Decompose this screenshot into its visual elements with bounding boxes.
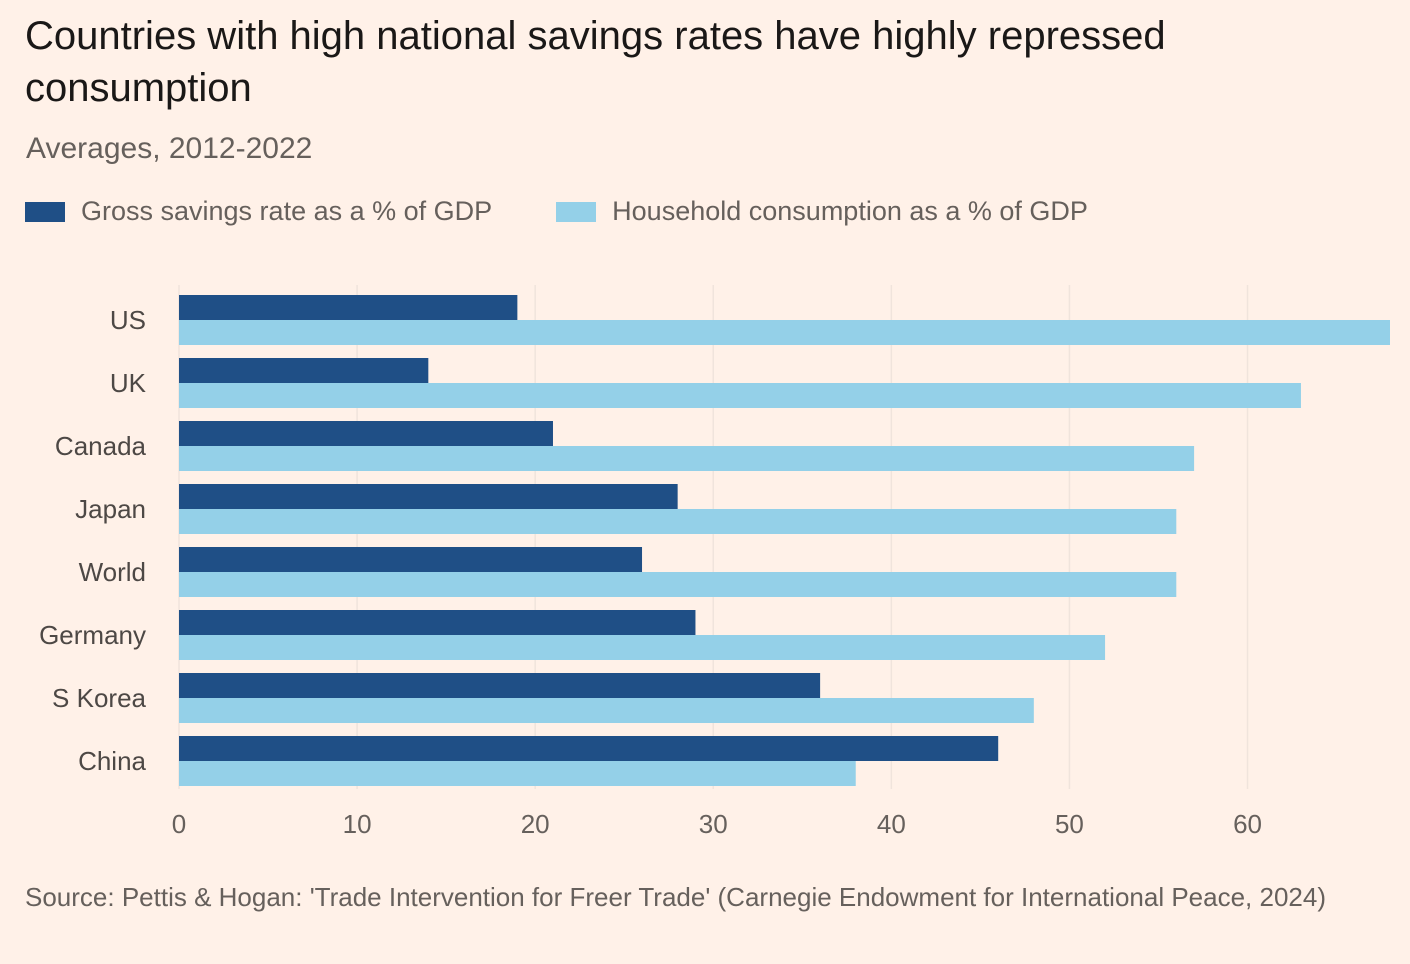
x-tick-labels: 0 10 20 30 40 50 60 — [172, 809, 1262, 839]
category-label: Germany — [39, 620, 146, 650]
category-label: Japan — [75, 494, 146, 524]
chart-title: Countries with high national savings rat… — [25, 14, 1166, 110]
bar-consumption-world — [179, 572, 1177, 597]
bar-savings-world — [179, 547, 643, 572]
category-label: Canada — [55, 431, 147, 461]
category-label: US — [110, 305, 146, 335]
x-tick-label: 10 — [343, 809, 372, 839]
x-tick-label: 0 — [172, 809, 186, 839]
legend-item-consumption: Household consumption as a % of GDP — [556, 196, 1088, 227]
bar-savings-japan — [179, 484, 678, 509]
x-tick-label: 30 — [699, 809, 728, 839]
legend-swatch-consumption — [556, 201, 597, 222]
legend-label-consumption: Household consumption as a % of GDP — [612, 196, 1088, 226]
bar-savings-germany — [179, 610, 696, 635]
bar-savings-uk — [179, 358, 429, 383]
bar-consumption-china — [179, 761, 856, 786]
category-label: UK — [110, 368, 147, 398]
x-tick-label: 20 — [521, 809, 550, 839]
x-tick-label: 40 — [877, 809, 906, 839]
category-labels: US UK Canada Japan World Germany S Korea China — [39, 305, 147, 776]
bar-consumption-japan — [179, 509, 1177, 534]
legend-swatch-savings — [25, 201, 65, 222]
legend-label-savings: Gross savings rate as a % of GDP — [81, 196, 493, 226]
category-label: China — [78, 746, 146, 776]
category-label: S Korea — [52, 683, 146, 713]
x-tick-label: 60 — [1233, 809, 1262, 839]
source-note: Source: Pettis & Hogan: 'Trade Intervent… — [25, 882, 1326, 912]
bar-consumption-canada — [179, 446, 1195, 471]
legend-item-savings: Gross savings rate as a % of GDP — [25, 196, 492, 227]
bar-savings-us — [179, 295, 518, 320]
legend: Gross savings rate as a % of GDP Househo… — [25, 196, 1152, 227]
category-label: World — [79, 557, 146, 587]
x-tick-label: 50 — [1055, 809, 1084, 839]
bar-savings-canada — [179, 421, 553, 446]
bar-savings-s-korea — [179, 673, 821, 698]
bar-consumption-germany — [179, 635, 1106, 660]
bar-consumption-s-korea — [179, 698, 1034, 723]
bar-consumption-uk — [179, 383, 1301, 408]
bar-consumption-us — [179, 320, 1390, 345]
bars — [179, 295, 1390, 786]
bar-savings-china — [179, 736, 999, 761]
chart-subtitle: Averages, 2012-2022 — [26, 132, 313, 165]
